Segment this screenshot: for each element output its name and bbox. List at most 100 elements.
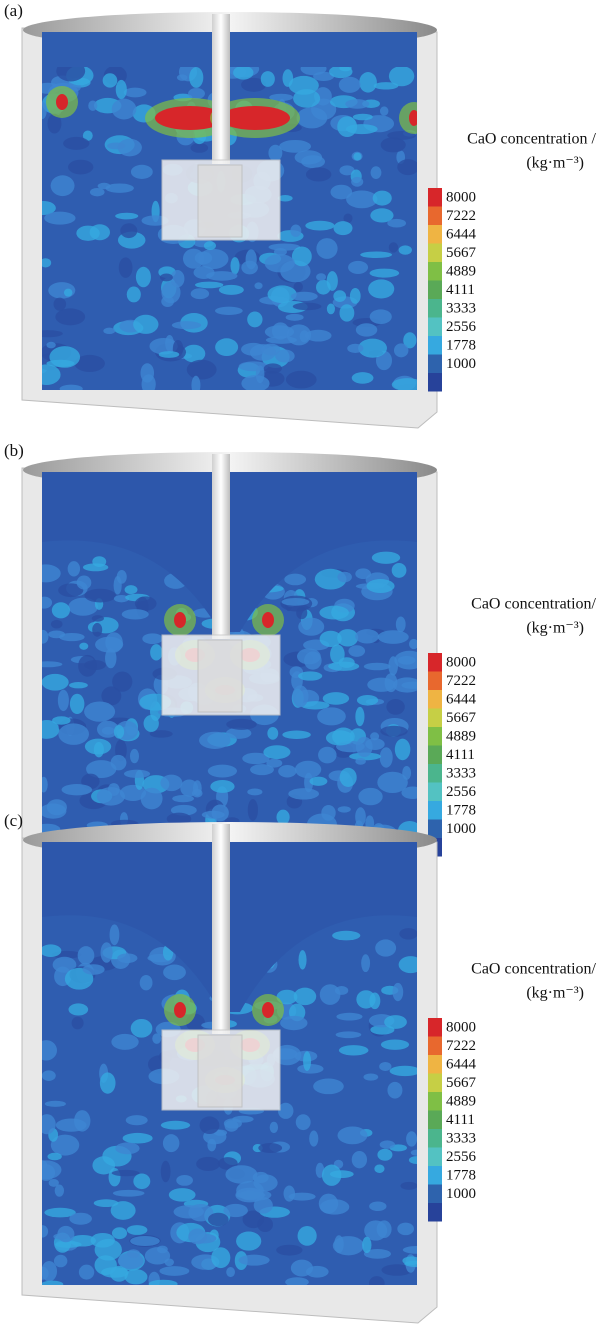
blob: [115, 1142, 140, 1155]
colorbar-tick-label: 8000: [446, 189, 476, 205]
blob: [59, 632, 85, 642]
blade: [197, 639, 243, 713]
blob: [42, 944, 62, 957]
blob: [69, 1212, 92, 1225]
blob: [336, 1012, 363, 1021]
blob: [264, 254, 295, 273]
blob: [403, 332, 417, 349]
blob: [263, 745, 291, 760]
blob: [93, 1199, 119, 1208]
legend-unit: (kg·m⁻³): [526, 155, 584, 172]
colorbar-tick-label: 4889: [446, 728, 476, 744]
blob: [253, 1174, 278, 1192]
blob: [121, 609, 149, 620]
blob: [42, 661, 63, 668]
blob: [92, 622, 103, 637]
blob: [50, 175, 75, 197]
blob: [265, 336, 298, 344]
blob: [328, 661, 360, 671]
panel: (b) CaO concentration/ (kg·m⁻³) 8000 7222 644…: [4, 441, 597, 874]
colorbar-band: [428, 1018, 442, 1037]
blob: [258, 1142, 283, 1153]
colorbar-tick-label: 7222: [446, 1038, 476, 1054]
blob: [130, 1235, 160, 1247]
blob: [400, 1181, 417, 1190]
blob: [52, 716, 71, 725]
blob: [160, 774, 183, 792]
blob: [199, 731, 231, 749]
blob: [111, 98, 137, 120]
blob: [58, 583, 84, 598]
blob: [363, 662, 391, 671]
blob: [215, 338, 239, 357]
blob: [103, 327, 116, 335]
blob: [82, 964, 105, 975]
blob: [42, 1280, 64, 1285]
colorbar-tick-label: 1778: [446, 802, 476, 818]
hot-core: [174, 1002, 186, 1018]
blob: [321, 804, 336, 821]
blob: [218, 284, 244, 295]
blob: [332, 1236, 364, 1256]
blob: [369, 309, 392, 324]
blob: [388, 656, 398, 676]
blob: [42, 1114, 56, 1135]
colorbar-tick-label: 4111: [446, 1112, 475, 1128]
blob: [377, 630, 409, 644]
blob: [370, 166, 382, 180]
blob: [105, 648, 117, 669]
blob: [148, 1279, 178, 1285]
blob: [351, 372, 374, 384]
blob: [90, 1232, 115, 1248]
blob: [207, 1138, 217, 1152]
blob: [397, 159, 417, 176]
blob: [58, 723, 90, 745]
blob: [367, 677, 396, 692]
blob: [288, 788, 320, 800]
hot-halo: [399, 102, 417, 134]
blob: [326, 303, 335, 315]
blob: [120, 223, 138, 239]
blob: [297, 1225, 317, 1246]
blob: [363, 1073, 379, 1081]
blob: [190, 288, 210, 300]
blob: [47, 1152, 62, 1161]
blob: [42, 1070, 56, 1081]
blob: [321, 1164, 342, 1186]
blob: [249, 344, 276, 361]
blob: [158, 351, 180, 358]
blob: [397, 1222, 414, 1236]
blob: [269, 1121, 279, 1134]
blobs: [42, 32, 417, 390]
blob: [117, 953, 138, 963]
colorbar-tick-label: 1778: [446, 1167, 476, 1183]
blob: [290, 291, 318, 301]
blob: [224, 1120, 239, 1132]
blob: [42, 1225, 49, 1238]
colorbar-band: [428, 1147, 442, 1166]
colorbar-band: [428, 782, 442, 801]
hot-core: [409, 110, 417, 126]
colorbar-tick-label: 6444: [446, 226, 477, 242]
legend-title: CaO concentration /: [467, 131, 596, 148]
blob: [380, 137, 406, 153]
colorbar-tick-label: 3333: [446, 1130, 476, 1146]
blob: [398, 956, 417, 974]
blob: [47, 113, 62, 134]
blob: [196, 1156, 221, 1172]
blob: [391, 562, 407, 578]
blob: [387, 130, 416, 140]
colorbar-tick-label: 7222: [446, 673, 476, 689]
blade: [197, 164, 243, 238]
blob: [333, 221, 353, 236]
blob: [79, 642, 89, 650]
blob: [294, 760, 322, 779]
blob: [337, 629, 359, 647]
colorbar-band: [428, 1073, 442, 1092]
blob: [293, 281, 303, 292]
blob: [84, 738, 112, 755]
blob: [408, 638, 417, 650]
blob: [353, 152, 362, 161]
blob: [388, 65, 415, 87]
blob: [213, 1129, 228, 1136]
